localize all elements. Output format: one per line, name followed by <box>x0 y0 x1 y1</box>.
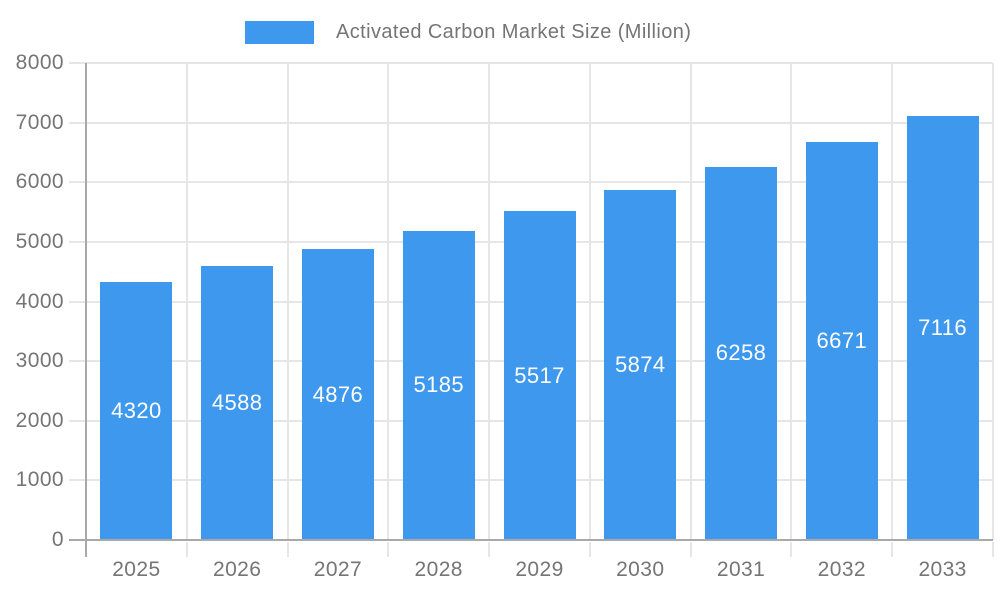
y-axis-tick-label: 6000 <box>15 170 64 194</box>
y-axis-tick <box>69 539 86 541</box>
y-gridline <box>86 62 993 64</box>
y-axis-tick-label: 0 <box>51 528 64 551</box>
x-axis-tick <box>790 542 793 557</box>
x-axis-tick <box>689 542 692 557</box>
y-gridline <box>86 181 993 184</box>
y-axis-tick <box>69 181 86 184</box>
bar-2028[interactable] <box>402 230 475 539</box>
x-axis-tick <box>992 542 994 557</box>
bar-value-label: 4320 <box>111 398 162 424</box>
x-gridline <box>992 63 994 540</box>
bar-value-label: 5185 <box>413 372 464 398</box>
x-axis-tick-label: 2031 <box>716 558 766 581</box>
x-axis-tick <box>286 542 289 557</box>
y-axis-tick-label: 3000 <box>15 349 64 373</box>
x-axis-tick <box>85 542 87 557</box>
y-axis-tick-label: 1000 <box>15 468 64 492</box>
x-axis-tick <box>387 542 390 557</box>
y-axis-tick <box>69 240 86 243</box>
x-gridline <box>286 63 289 540</box>
bar-value-label: 5517 <box>514 362 565 388</box>
bar-2025[interactable] <box>100 282 173 539</box>
x-axis-tick-label: 2029 <box>515 558 564 581</box>
bar-2030[interactable] <box>604 189 677 539</box>
x-axis-tick <box>185 542 188 557</box>
x-axis-tick-label: 2033 <box>918 558 967 581</box>
y-axis-tick-label: 7000 <box>15 110 64 134</box>
y-axis-tick <box>69 62 86 64</box>
bar-value-label: 5874 <box>614 351 666 377</box>
y-axis-line <box>85 63 87 542</box>
bar-value-label: 6671 <box>816 328 868 354</box>
x-axis-tick-label: 2032 <box>817 558 866 581</box>
x-axis-tick-label: 2030 <box>616 558 665 581</box>
x-gridline <box>488 63 491 540</box>
bar-2031[interactable] <box>705 166 778 539</box>
legend-label: Activated Carbon Market Size (Million) <box>336 21 692 43</box>
bar-value-label: 4588 <box>211 390 263 416</box>
x-axis-tick <box>891 542 894 557</box>
x-gridline <box>185 63 188 540</box>
bar-2029[interactable] <box>503 211 576 539</box>
x-gridline <box>689 63 692 540</box>
y-axis-tick <box>69 121 86 124</box>
y-axis-tick <box>69 419 86 422</box>
x-axis-tick-label: 2025 <box>112 558 161 581</box>
y-axis-tick <box>69 300 86 303</box>
y-axis-tick-label: 5000 <box>15 229 64 253</box>
x-axis-tick <box>588 542 591 557</box>
x-axis-tick-label: 2026 <box>212 558 262 581</box>
x-axis-tick <box>488 542 491 557</box>
y-axis-tick <box>69 360 86 363</box>
bar-value-label: 4876 <box>312 381 364 407</box>
x-axis-tick-label: 2027 <box>313 558 363 581</box>
bar-value-label: 6258 <box>715 340 767 366</box>
bar-value-label: 7116 <box>918 314 968 340</box>
bar-2026[interactable] <box>201 266 274 539</box>
x-gridline <box>588 63 591 540</box>
y-gridline <box>86 121 993 124</box>
bar-2033[interactable] <box>906 115 979 539</box>
y-axis-tick-label: 8000 <box>15 51 64 74</box>
x-gridline <box>387 63 390 540</box>
x-gridline <box>790 63 793 540</box>
x-axis-line <box>86 539 993 541</box>
y-axis-tick <box>69 479 86 482</box>
y-axis-tick-label: 4000 <box>15 289 64 313</box>
x-gridline <box>891 63 894 540</box>
x-axis-tick-label: 2028 <box>414 558 463 581</box>
y-axis-tick-label: 2000 <box>15 408 64 432</box>
bar-2032[interactable] <box>805 142 878 539</box>
bar-2027[interactable] <box>301 249 374 539</box>
legend-swatch-icon <box>245 21 314 44</box>
chart-legend[interactable]: Activated Carbon Market Size (Million) <box>245 21 691 44</box>
